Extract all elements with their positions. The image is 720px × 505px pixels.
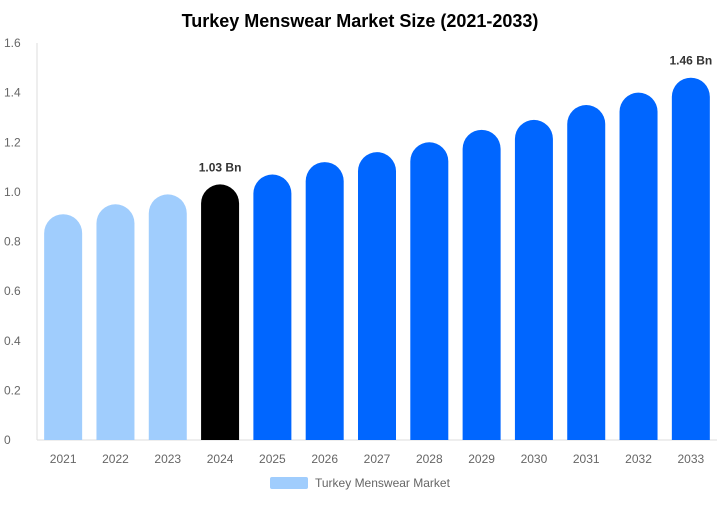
- bar-2031: [567, 105, 606, 441]
- y-tick-label: 1.0: [4, 185, 21, 199]
- data-label-2024: 1.03 Bn: [199, 160, 242, 174]
- x-tick-label: 2027: [364, 452, 391, 466]
- y-tick-label: 1.4: [4, 86, 21, 100]
- x-tick-label: 2024: [207, 452, 234, 466]
- legend[interactable]: Turkey Menswear Market: [270, 476, 451, 490]
- y-tick-label: 0.6: [4, 284, 21, 298]
- bar-2032: [619, 92, 658, 440]
- legend-label: Turkey Menswear Market: [315, 476, 451, 490]
- bar-2023: [148, 194, 187, 440]
- data-labels: 1.03 Bn 1.46 Bn: [199, 54, 712, 175]
- bar-2025: [253, 174, 292, 440]
- chart-title: Turkey Menswear Market Size (2021-2033): [182, 11, 539, 31]
- y-tick-label: 1.2: [4, 135, 21, 149]
- legend-swatch: [270, 477, 308, 489]
- bar-2028: [410, 142, 449, 440]
- x-tick-label: 2029: [468, 452, 495, 466]
- x-tick-label: 2022: [102, 452, 129, 466]
- x-tick-label: 2021: [50, 452, 77, 466]
- x-tick-label: 2023: [154, 452, 181, 466]
- bar-2027: [358, 152, 396, 441]
- y-tick-label: 0: [4, 433, 11, 447]
- x-tick-label: 2031: [573, 452, 600, 466]
- data-label-2033: 1.46 Bn: [670, 54, 713, 68]
- x-tick-label: 2030: [521, 452, 548, 466]
- x-tick-label: 2033: [677, 452, 704, 466]
- x-tick-label: 2028: [416, 452, 443, 466]
- bar-2022: [96, 204, 135, 440]
- bar-2021: [44, 214, 83, 440]
- y-tick-label: 1.6: [4, 36, 21, 50]
- bar-2033: [671, 77, 710, 441]
- y-tick-label: 0.2: [4, 383, 21, 397]
- y-tick-label: 0.8: [4, 235, 21, 249]
- y-tick-label: 0.4: [4, 334, 21, 348]
- x-tick-label: 2025: [259, 452, 286, 466]
- bar-2030: [514, 119, 553, 440]
- x-tick-label: 2032: [625, 452, 652, 466]
- x-tick-label: 2026: [311, 452, 338, 466]
- x-axis: 2021 2022 2023 2024 2025 2026 2027 2028 2029 2030…: [50, 452, 705, 466]
- bar-2024: [201, 184, 240, 440]
- bar-2029: [462, 129, 501, 440]
- bar-2026: [305, 162, 344, 440]
- bars: [44, 77, 710, 441]
